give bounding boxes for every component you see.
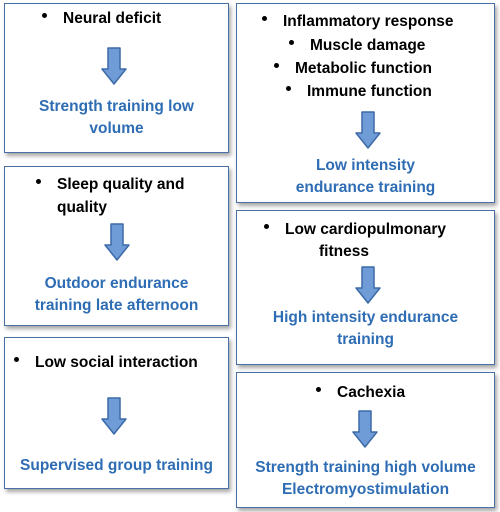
bullet-icon <box>316 387 321 393</box>
cause-item: Sleep quality and <box>36 173 184 196</box>
outcome-text: Strength training low volume <box>39 98 194 137</box>
outcome-text: Supervised group training <box>20 457 213 474</box>
outcome-text: High intensity endurance training <box>272 309 459 348</box>
cause-item: Neural deficit <box>42 7 161 30</box>
bullet-icon <box>262 16 267 22</box>
cause-item: Muscle damage <box>289 34 425 57</box>
cause-item: fitness <box>319 243 369 260</box>
bullet-icon <box>14 357 19 363</box>
outcome-text: Outdoor endurance training late afternoo… <box>34 275 199 314</box>
outcome-text: Strength training high volume Electromyo… <box>255 459 476 498</box>
down-arrow-icon <box>355 111 381 149</box>
cause-item: Low social interaction <box>14 351 198 374</box>
bullet-icon <box>289 40 294 46</box>
bullet-icon <box>286 86 291 92</box>
bullet-icon <box>36 179 41 185</box>
cause-item: Low cardiopulmonary <box>264 218 446 241</box>
down-arrow-icon <box>104 223 130 261</box>
down-arrow-icon <box>352 410 378 448</box>
cause-item: Cachexia <box>316 381 405 404</box>
bullet-icon <box>274 63 279 69</box>
bullet-icon <box>264 224 269 230</box>
outcome-text: Low intensity endurance training <box>295 157 436 196</box>
cause-item: Immune function <box>286 80 432 103</box>
cause-item: quality <box>57 199 107 216</box>
down-arrow-icon <box>101 397 127 435</box>
down-arrow-icon <box>101 47 127 85</box>
cause-item: Metabolic function <box>274 57 432 80</box>
box-inflammatory-response <box>236 3 495 203</box>
cause-item: Inflammatory response <box>262 10 454 33</box>
bullet-icon <box>42 13 47 19</box>
down-arrow-icon <box>355 266 381 304</box>
